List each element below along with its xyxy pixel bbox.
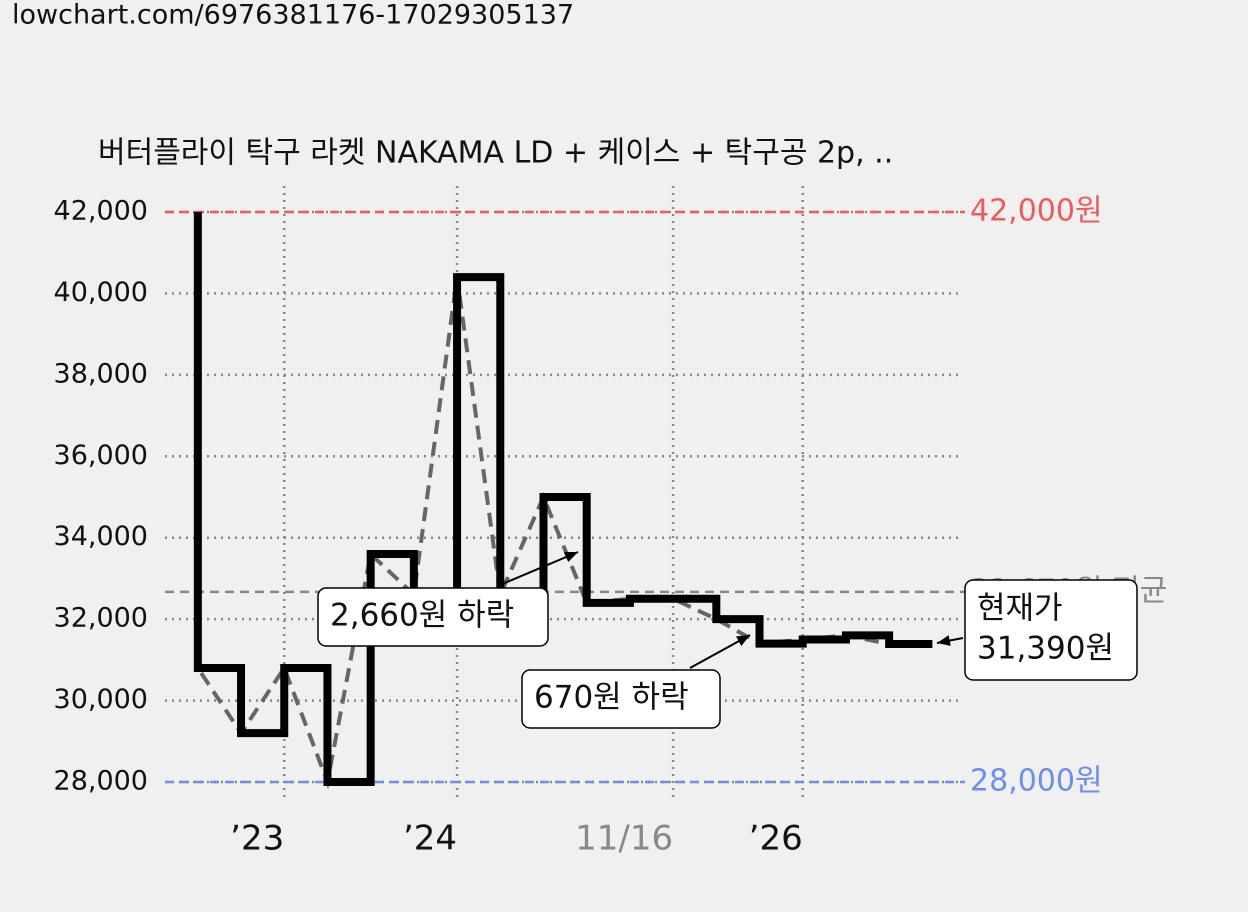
x-tick-label: ’24 — [403, 819, 457, 859]
annotation-text: 670원 하락 — [534, 680, 689, 716]
arrow-head — [937, 635, 951, 646]
x-tick-label: 11/16 — [575, 819, 673, 859]
x-tick-label: ’26 — [749, 819, 803, 859]
annotation-box — [521, 669, 721, 729]
annotation-arrow — [499, 551, 579, 586]
y-tick-label: 42,000 — [54, 196, 148, 227]
reference-label: 28,000원 — [970, 764, 1103, 799]
chart-title: 버터플라이 탁구 라켓 NAKAMA LD + 케이스 + 탁구공 2p, .. — [98, 136, 893, 171]
annotation-text: 2,660원 하락 — [330, 598, 514, 634]
url: lowchart.com/6976381176-17029305137 — [12, 0, 574, 31]
annotation-text: 현재가 — [977, 591, 1063, 627]
y-tick-label: 36,000 — [54, 440, 148, 471]
y-tick-label: 38,000 — [54, 358, 148, 389]
annotation-box — [964, 579, 1138, 681]
y-tick-label: 30,000 — [54, 684, 148, 715]
arrow-head — [736, 635, 750, 646]
y-tick-label: 28,000 — [54, 766, 148, 797]
arrow-head — [564, 552, 578, 563]
reference-label: 42,000원 — [970, 194, 1103, 229]
annotation-text: 31,390원 — [977, 631, 1114, 667]
y-tick-label: 32,000 — [54, 603, 148, 634]
y-tick-label: 40,000 — [54, 277, 148, 308]
y-tick-label: 34,000 — [54, 521, 148, 552]
annotation-box — [317, 587, 549, 647]
price-line — [193, 212, 933, 786]
x-tick-label: ’23 — [230, 819, 284, 859]
